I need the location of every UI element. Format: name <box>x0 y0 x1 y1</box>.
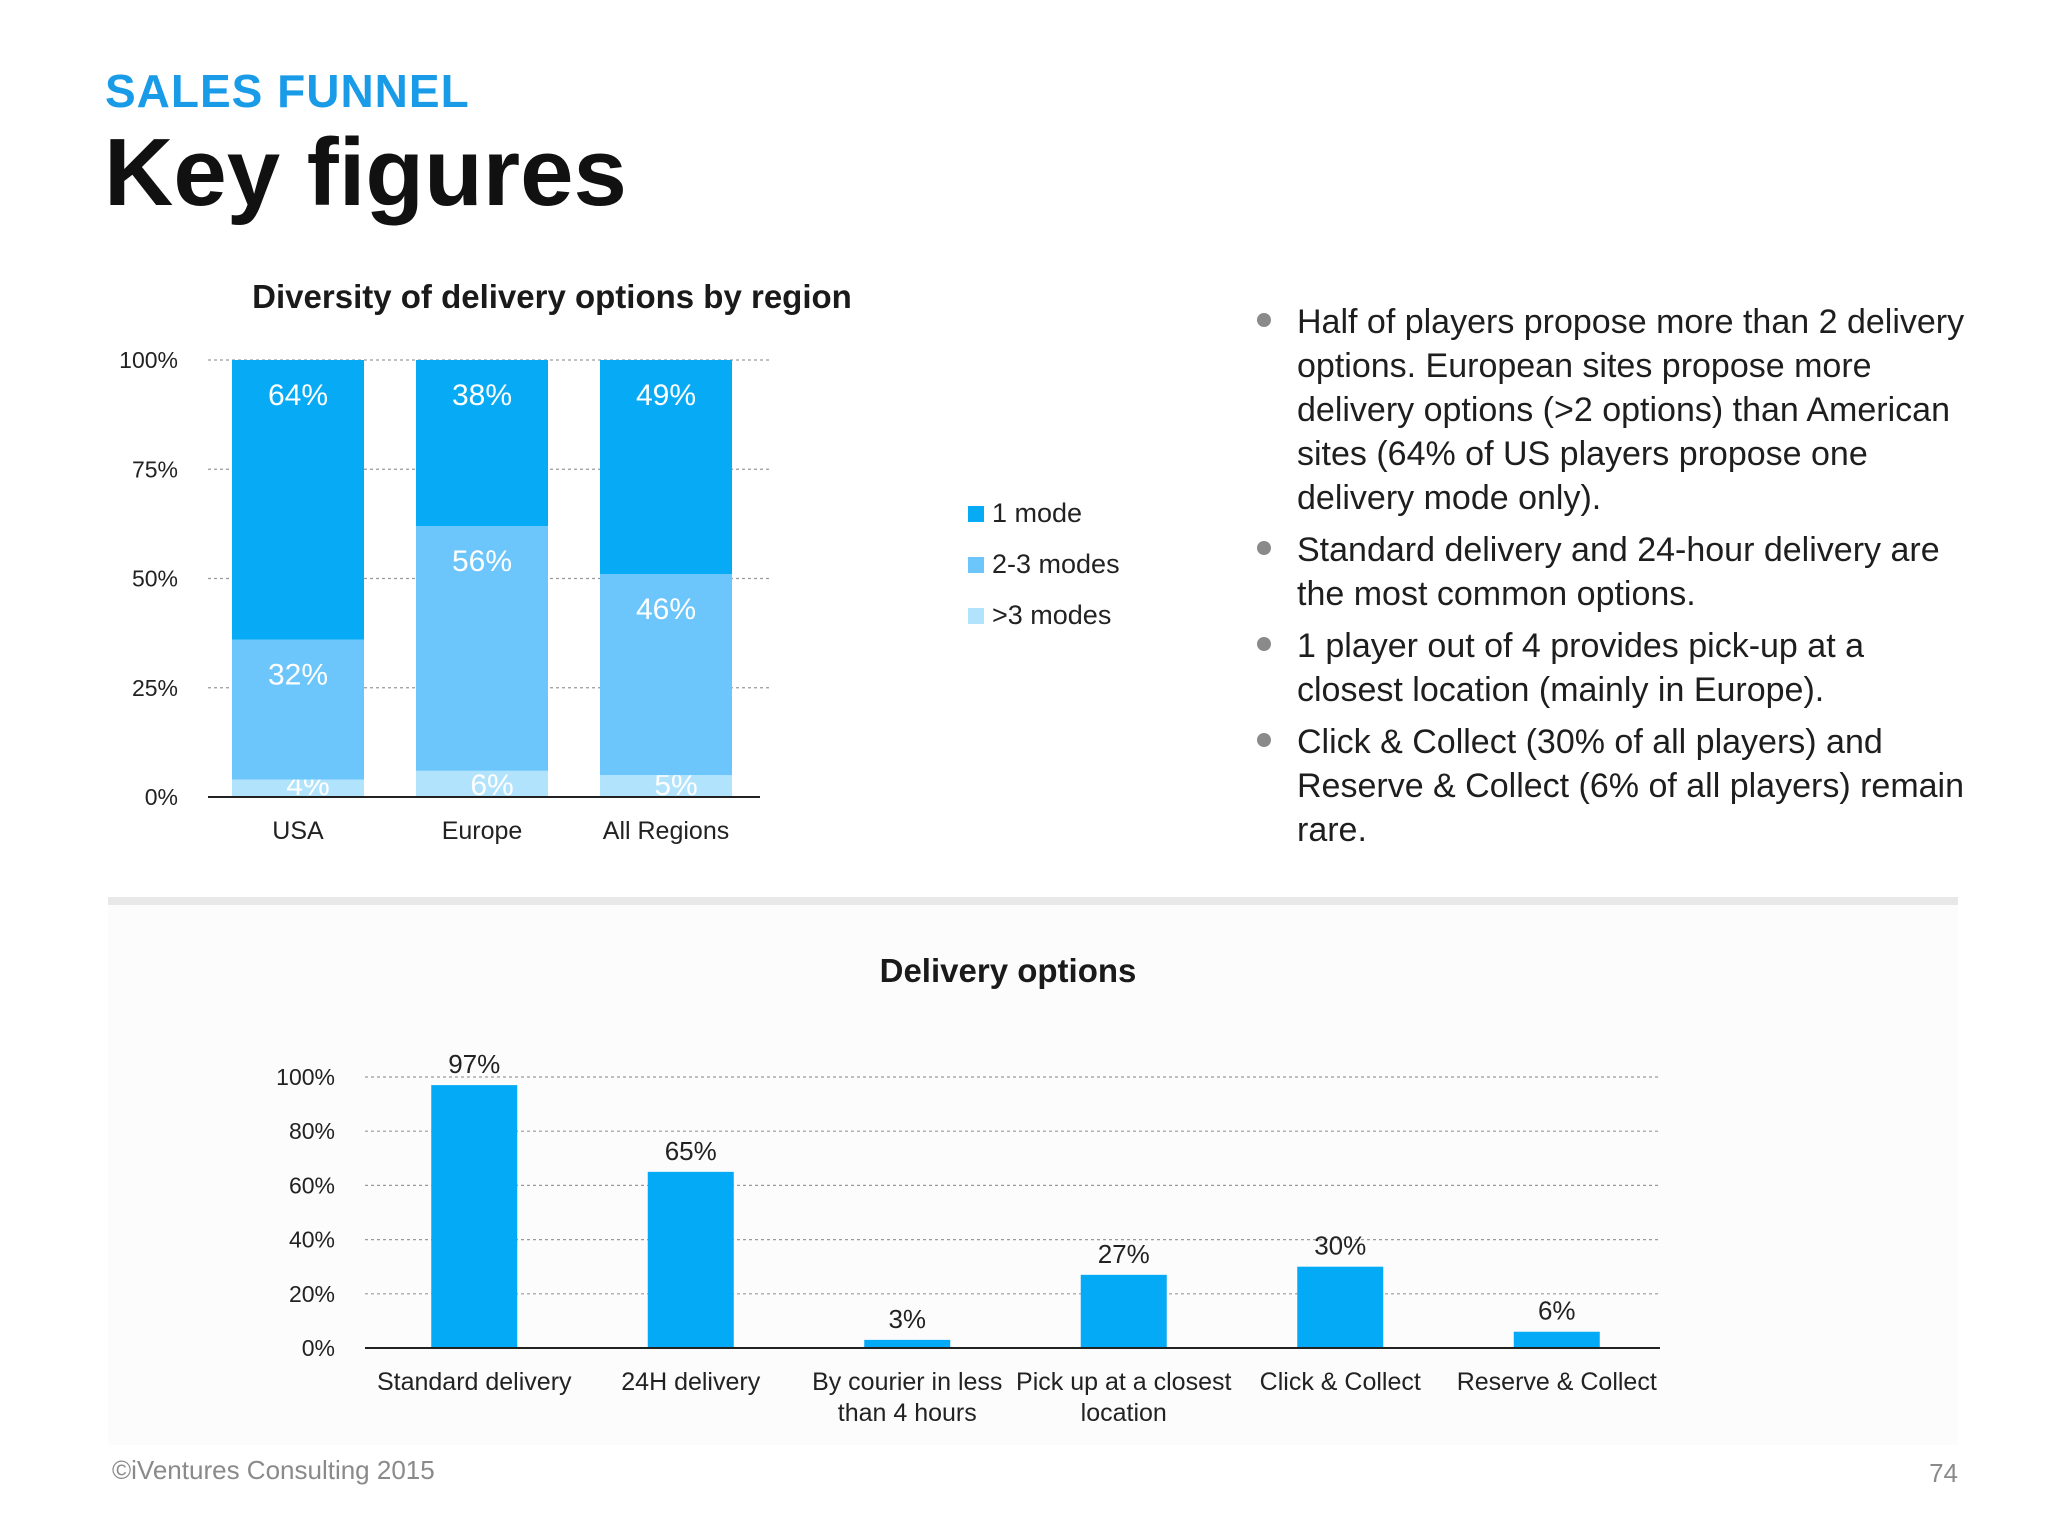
page-number: 74 <box>1929 1458 1958 1488</box>
data-label: 65% <box>665 1136 717 1166</box>
data-label: 97% <box>448 1049 500 1079</box>
stacked-bar-chart: Diversity of delivery options by region 0… <box>119 278 1120 845</box>
x-tick-label: All Regions <box>603 817 729 845</box>
data-label: 64% <box>268 379 328 412</box>
x-tick-label: 24H delivery <box>621 1368 760 1396</box>
bar <box>647 1171 734 1348</box>
bullet-text: 1 player out of 4 provides pick-up at a … <box>1297 627 1864 709</box>
y-tick-label: 20% <box>289 1281 335 1307</box>
bar-segment <box>600 775 732 797</box>
data-label: 30% <box>1314 1231 1366 1261</box>
bullet-item: Standard delivery and 24-hour delivery a… <box>1255 528 1975 616</box>
bar <box>431 1085 518 1348</box>
bullet-text: Click & Collect (30% of all players) and… <box>1297 723 1965 849</box>
bullet-item: 1 player out of 4 provides pick-up at a … <box>1255 624 1975 712</box>
y-tick-label: 40% <box>289 1227 335 1253</box>
lower-panel <box>108 905 1958 1445</box>
legend-label: 2-3 modes <box>992 549 1120 579</box>
y-tick-label: 100% <box>276 1064 335 1090</box>
data-label: 3% <box>888 1304 926 1334</box>
bullet-item: Half of players propose more than 2 deli… <box>1255 300 1975 520</box>
page-title: Key figures <box>104 119 627 226</box>
y-tick-label: 80% <box>289 1118 335 1144</box>
bullet-dot-icon <box>1257 313 1271 327</box>
key-findings-list: Half of players propose more than 2 deli… <box>1255 300 1975 860</box>
y-tick-label: 25% <box>132 675 178 701</box>
bar-segment <box>416 770 548 797</box>
data-label: 32% <box>268 659 328 692</box>
y-tick-label: 0% <box>302 1335 335 1361</box>
data-label: 6% <box>1538 1296 1576 1326</box>
chart-title: Diversity of delivery options by region <box>252 278 852 315</box>
x-tick-label: By courier in less <box>812 1368 1002 1396</box>
bar-segment <box>416 360 548 527</box>
legend-label: 1 mode <box>992 498 1082 528</box>
bar <box>1297 1266 1384 1348</box>
y-tick-label: 60% <box>289 1172 335 1198</box>
data-label: 49% <box>636 379 696 412</box>
y-tick-label: 100% <box>119 347 178 373</box>
data-label: 56% <box>452 545 512 578</box>
bar <box>864 1339 951 1348</box>
chart-title: Delivery options <box>880 952 1137 989</box>
bar-segment <box>232 779 364 797</box>
legend-swatch <box>968 557 984 573</box>
y-tick-label: 0% <box>145 784 178 810</box>
legend-swatch <box>968 608 984 624</box>
x-tick-label: Reserve & Collect <box>1457 1368 1657 1396</box>
data-label: 27% <box>1098 1239 1150 1269</box>
bullet-dot-icon <box>1257 541 1271 555</box>
data-label: 38% <box>452 379 512 412</box>
bullet-dot-icon <box>1257 733 1271 747</box>
y-tick-label: 75% <box>132 456 178 482</box>
section-kicker: SALES FUNNEL <box>105 65 470 117</box>
copyright-footer: ©iVentures Consulting 2015 <box>112 1455 435 1485</box>
x-tick-label: Standard delivery <box>377 1368 572 1396</box>
section-divider <box>108 897 1958 906</box>
bar-segment <box>600 360 732 575</box>
x-tick-label: USA <box>272 817 324 845</box>
bullet-item: Click & Collect (30% of all players) and… <box>1255 720 1975 852</box>
bullet-text: Standard delivery and 24-hour delivery a… <box>1297 531 1940 613</box>
bullet-text: Half of players propose more than 2 deli… <box>1297 303 1965 517</box>
bar <box>1513 1331 1600 1348</box>
x-tick-label: Europe <box>442 817 523 845</box>
x-tick-label: Click & Collect <box>1260 1368 1421 1396</box>
delivery-options-bar-chart: Delivery options 0% 20% 40% 60% 80% 100% 97% Sta… <box>276 952 1660 1427</box>
x-tick-label: than 4 hours <box>838 1399 977 1427</box>
bar-segment <box>416 526 548 771</box>
bar-segment <box>600 574 732 776</box>
y-tick-label: 50% <box>132 566 178 592</box>
bar-segment <box>232 360 364 640</box>
legend-swatch <box>968 506 984 522</box>
x-tick-label: location <box>1081 1399 1167 1427</box>
data-label: 46% <box>636 593 696 626</box>
bar-segment <box>232 639 364 780</box>
bullet-dot-icon <box>1257 637 1271 651</box>
bar <box>1080 1274 1167 1348</box>
x-tick-label: Pick up at a closest <box>1016 1368 1231 1396</box>
legend-label: >3 modes <box>992 600 1111 630</box>
